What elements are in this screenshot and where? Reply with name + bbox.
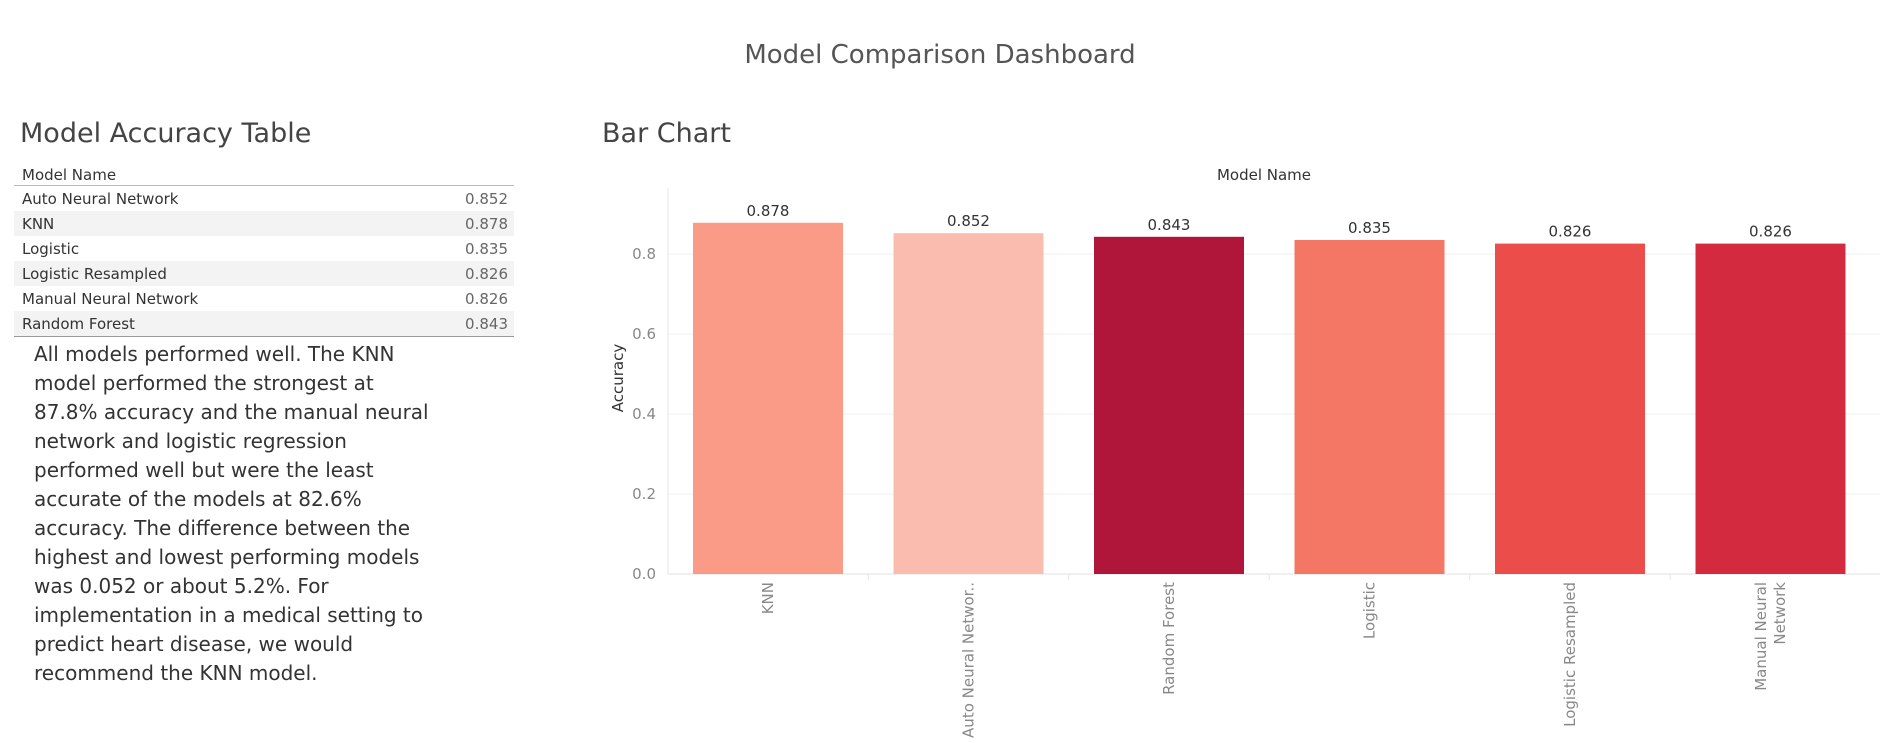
x-category-label: KNN (759, 582, 777, 614)
data-label: 0.835 (1348, 219, 1391, 237)
data-label: 0.878 (747, 202, 790, 220)
row-model-name: Auto Neural Network (22, 189, 179, 208)
y-axis-title: Accuracy (609, 344, 627, 413)
data-labels: 0.878 0.852 0.843 0.835 0.826 0.826 (747, 202, 1792, 241)
x-category-label: Auto Neural Networ.. (960, 582, 978, 738)
x-category-label: Logistic Resampled (1561, 582, 1579, 727)
row-accuracy: 0.852 (465, 189, 508, 208)
table-body: Auto Neural Network 0.852 KNN 0.878 Logi… (14, 186, 514, 336)
y-tick-label: 0.0 (632, 565, 656, 583)
table-row[interactable]: Random Forest 0.843 (14, 311, 514, 336)
row-accuracy: 0.826 (465, 264, 508, 283)
bar (1495, 243, 1645, 574)
x-category-label-line: KNN (759, 582, 777, 614)
data-label: 0.843 (1148, 216, 1191, 234)
row-model-name: Random Forest (22, 314, 135, 333)
bar (893, 233, 1044, 574)
bar (1094, 236, 1244, 575)
x-category-label-line: Logistic Resampled (1561, 582, 1579, 727)
x-category-label-line: Auto Neural Networ.. (960, 582, 978, 738)
commentary-text: All models performed well. The KNN model… (34, 342, 429, 685)
table-title: Model Accuracy Table (20, 118, 312, 149)
x-category-label-line: Random Forest (1160, 582, 1178, 695)
x-category-label-line: Manual Neural (1752, 582, 1770, 691)
row-accuracy: 0.843 (465, 314, 508, 333)
data-label: 0.826 (1749, 223, 1792, 241)
row-accuracy: 0.826 (465, 289, 508, 308)
bar (1294, 240, 1445, 574)
row-accuracy: 0.878 (465, 214, 508, 233)
row-model-name: KNN (22, 214, 55, 233)
dashboard-title: Model Comparison Dashboard (744, 40, 1136, 70)
y-tick-label: 0.2 (632, 485, 656, 503)
table-bottom-divider (14, 336, 514, 337)
table-row[interactable]: KNN 0.878 (14, 211, 514, 236)
table-header-model-name[interactable]: Model Name (14, 163, 514, 186)
data-label: 0.826 (1549, 223, 1592, 241)
x-axis-title: Model Name (1217, 166, 1311, 184)
y-tick-label: 0.4 (632, 405, 656, 423)
row-accuracy: 0.835 (465, 239, 508, 258)
x-category-label-line: Network (1771, 582, 1789, 645)
x-axis-categories: KNN Auto Neural Networ.. Random Forest Logi… (759, 582, 1789, 738)
data-label: 0.852 (947, 212, 990, 230)
bar (1695, 243, 1846, 574)
row-model-name: Manual Neural Network (22, 289, 199, 308)
x-category-label: Logistic (1361, 582, 1379, 639)
x-category-label: Random Forest (1160, 582, 1178, 695)
x-category-label: Manual Neural Network (1752, 582, 1789, 691)
table-row[interactable]: Manual Neural Network 0.826 (14, 286, 514, 311)
bar-chart: Model Name Accuracy 0.0 0.2 0.4 0.6 0.8 0.87… (609, 166, 1880, 738)
y-tick-label: 0.6 (632, 325, 656, 343)
bars (693, 222, 1846, 575)
accuracy-table: Model Name Auto Neural Network 0.852 KNN… (14, 163, 514, 337)
y-tick-label: 0.8 (632, 245, 656, 263)
row-model-name: Logistic (22, 239, 80, 258)
y-axis-ticks: 0.0 0.2 0.4 0.6 0.8 (632, 245, 656, 583)
chart-title: Bar Chart (602, 118, 731, 149)
x-category-label-line: Logistic (1361, 582, 1379, 639)
row-model-name: Logistic Resampled (22, 264, 167, 283)
table-row[interactable]: Logistic 0.835 (14, 236, 514, 261)
table-row[interactable]: Auto Neural Network 0.852 (14, 186, 514, 211)
bar (693, 222, 843, 575)
table-row[interactable]: Logistic Resampled 0.826 (14, 261, 514, 286)
grid-lines (667, 188, 1880, 580)
